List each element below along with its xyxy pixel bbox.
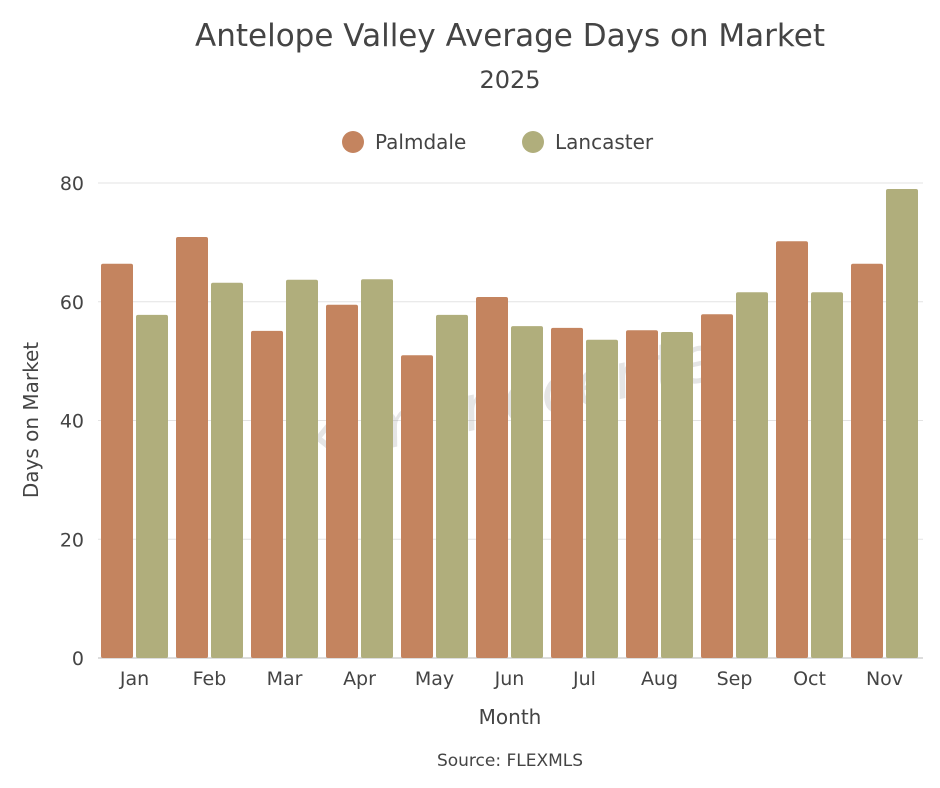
y-tick-label: 0 [72, 648, 84, 670]
chart-title: Antelope Valley Average Days on Market [195, 18, 825, 54]
y-axis-ticks: 0 20 40 60 80 [60, 173, 84, 670]
source-note: Source: FLEXMLS [437, 751, 583, 771]
x-tick-label: Sep [717, 668, 753, 690]
bars [101, 188, 918, 658]
y-axis-label: Days on Market [19, 342, 43, 498]
bar-lancaster-nov [886, 188, 918, 658]
x-tick-label: Aug [641, 668, 678, 690]
bar-lancaster-jul [586, 339, 618, 658]
legend-label-palmdale[interactable]: Palmdale [375, 130, 466, 154]
bar-palmdale-nov [851, 263, 883, 658]
bar-palmdale-jun [476, 297, 508, 658]
x-axis-ticks: Jan Feb Mar Apr May Jun Jul Aug Sep Oct Nov [119, 668, 903, 690]
x-tick-label: Jul [572, 668, 596, 690]
bar-lancaster-oct [811, 292, 843, 658]
bar-lancaster-feb [211, 282, 243, 658]
legend-swatch-lancaster [522, 131, 544, 153]
y-tick-label: 60 [60, 292, 84, 314]
x-tick-label: Jan [119, 668, 149, 690]
bar-lancaster-aug [661, 332, 693, 658]
legend: Palmdale Lancaster [342, 130, 654, 154]
x-tick-label: Nov [866, 668, 903, 690]
bar-lancaster-apr [361, 279, 393, 658]
bar-lancaster-may [436, 314, 468, 658]
bar-lancaster-jan [136, 314, 168, 658]
bar-palmdale-apr [326, 304, 358, 658]
y-tick-label: 40 [60, 411, 84, 433]
x-tick-label: Oct [793, 668, 826, 690]
bar-palmdale-feb [176, 237, 208, 658]
y-tick-label: 80 [60, 173, 84, 195]
bar-palmdale-jul [551, 327, 583, 658]
x-tick-label: Jun [494, 668, 525, 690]
bar-lancaster-jun [511, 326, 543, 658]
bar-palmdale-oct [776, 241, 808, 658]
bar-palmdale-jan [101, 263, 133, 658]
bar-lancaster-sep [736, 292, 768, 658]
x-tick-label: Feb [193, 668, 227, 690]
bar-palmdale-may [401, 355, 433, 658]
x-tick-label: Apr [343, 668, 376, 690]
bar-palmdale-aug [626, 330, 658, 658]
y-tick-label: 20 [60, 529, 84, 551]
x-tick-label: Mar [267, 668, 303, 690]
watermark: Kim Inocente [297, 321, 724, 481]
bar-lancaster-mar [286, 279, 318, 658]
legend-label-lancaster[interactable]: Lancaster [555, 130, 654, 154]
chart-subtitle: 2025 [479, 66, 540, 94]
bar-palmdale-sep [701, 314, 733, 658]
x-axis-label: Month [479, 705, 542, 729]
x-tick-label: May [415, 668, 454, 690]
legend-swatch-palmdale [342, 131, 364, 153]
bar-palmdale-mar [251, 330, 283, 658]
